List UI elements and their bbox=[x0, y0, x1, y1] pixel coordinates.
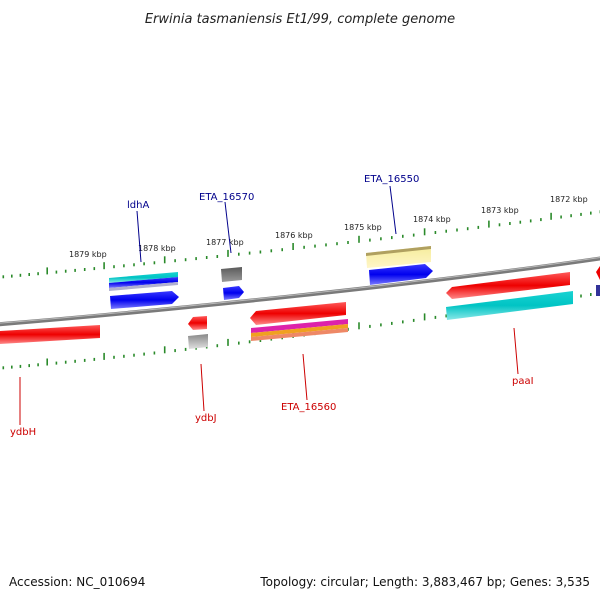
leader-ETA_16570 bbox=[224, 201, 232, 254]
leader-ydbJ bbox=[200, 363, 205, 412]
reverse-genes bbox=[0, 272, 573, 349]
label-ldhA[interactable]: ldhA bbox=[127, 200, 149, 211]
gene-ETA_16550-top[interactable] bbox=[366, 246, 431, 256]
gene-ydbJ[interactable] bbox=[188, 316, 207, 330]
leader-ETA_16560 bbox=[302, 353, 308, 401]
label-paaI[interactable]: paaI bbox=[512, 376, 534, 387]
gene-ETA_16570[interactable] bbox=[221, 267, 242, 282]
gene-ETA_16560-magenta[interactable] bbox=[251, 319, 348, 333]
gene-ydbH[interactable] bbox=[0, 325, 100, 344]
axis-labels: 1879 kbp 1878 kbp 1877 kbp 1876 kbp 1875… bbox=[69, 195, 588, 259]
label-ydbH[interactable]: ydbH bbox=[10, 427, 36, 438]
gene-ldhA-blue[interactable] bbox=[109, 277, 178, 288]
summary-text: Topology: circular; Length: 3,883,467 bp… bbox=[259, 575, 590, 589]
gene-ETA_16560[interactable] bbox=[250, 302, 346, 325]
leader-lines bbox=[19, 185, 519, 425]
label-ETA_16570[interactable]: ETA_16570 bbox=[199, 192, 254, 203]
axis-label-1875: 1875 kbp bbox=[344, 223, 382, 232]
leader-paaI bbox=[513, 327, 519, 375]
gene-ldhA-cyan[interactable] bbox=[109, 272, 178, 283]
forward-genes bbox=[109, 246, 600, 309]
genome-backbone bbox=[0, 256, 600, 327]
axis-label-1873: 1873 kbp bbox=[481, 206, 519, 215]
gene-blue-arrow-right[interactable] bbox=[369, 264, 433, 285]
leader-ETA_16550 bbox=[389, 185, 397, 235]
gene-ETA_16560-salmon[interactable] bbox=[251, 328, 348, 341]
gene-paaI-cyan[interactable] bbox=[446, 291, 573, 320]
leader-ldhA bbox=[136, 210, 142, 263]
gene-small-blue[interactable] bbox=[223, 286, 244, 300]
genome-backbone-highlight bbox=[0, 256, 600, 324]
label-ETA_16560[interactable]: ETA_16560 bbox=[281, 402, 336, 413]
tick-track-outer bbox=[2, 210, 600, 279]
axis-label-1878: 1878 kbp bbox=[138, 244, 176, 253]
gene-ydbJ-gray[interactable] bbox=[188, 334, 208, 349]
axis-label-1877: 1877 kbp bbox=[206, 238, 244, 247]
map-title: Erwinia tasmaniensis Et1/99, complete ge… bbox=[145, 12, 455, 27]
axis-label-1879: 1879 kbp bbox=[69, 250, 107, 259]
axis-label-1876: 1876 kbp bbox=[275, 231, 313, 240]
gene-edge-red[interactable] bbox=[596, 266, 600, 280]
accession-text: Accession: NC_010694 bbox=[9, 575, 145, 589]
gene-ETA_16560-orange[interactable] bbox=[251, 324, 348, 337]
label-ETA_16550[interactable]: ETA_16550 bbox=[364, 174, 419, 185]
label-ydbJ[interactable]: ydbJ bbox=[195, 413, 217, 424]
gene-edge-navy[interactable] bbox=[596, 285, 600, 296]
gene-paaI-red[interactable] bbox=[446, 272, 570, 299]
axis-label-1872: 1872 kbp bbox=[550, 195, 588, 204]
gene-ldhA-arrow[interactable] bbox=[110, 291, 179, 309]
gene-ldhA-gray[interactable] bbox=[109, 282, 178, 291]
axis-label-1874: 1874 kbp bbox=[413, 215, 451, 224]
gene-labels: ldhA ETA_16570 ETA_16550 ydbH ydbJ ETA_1… bbox=[10, 174, 534, 438]
